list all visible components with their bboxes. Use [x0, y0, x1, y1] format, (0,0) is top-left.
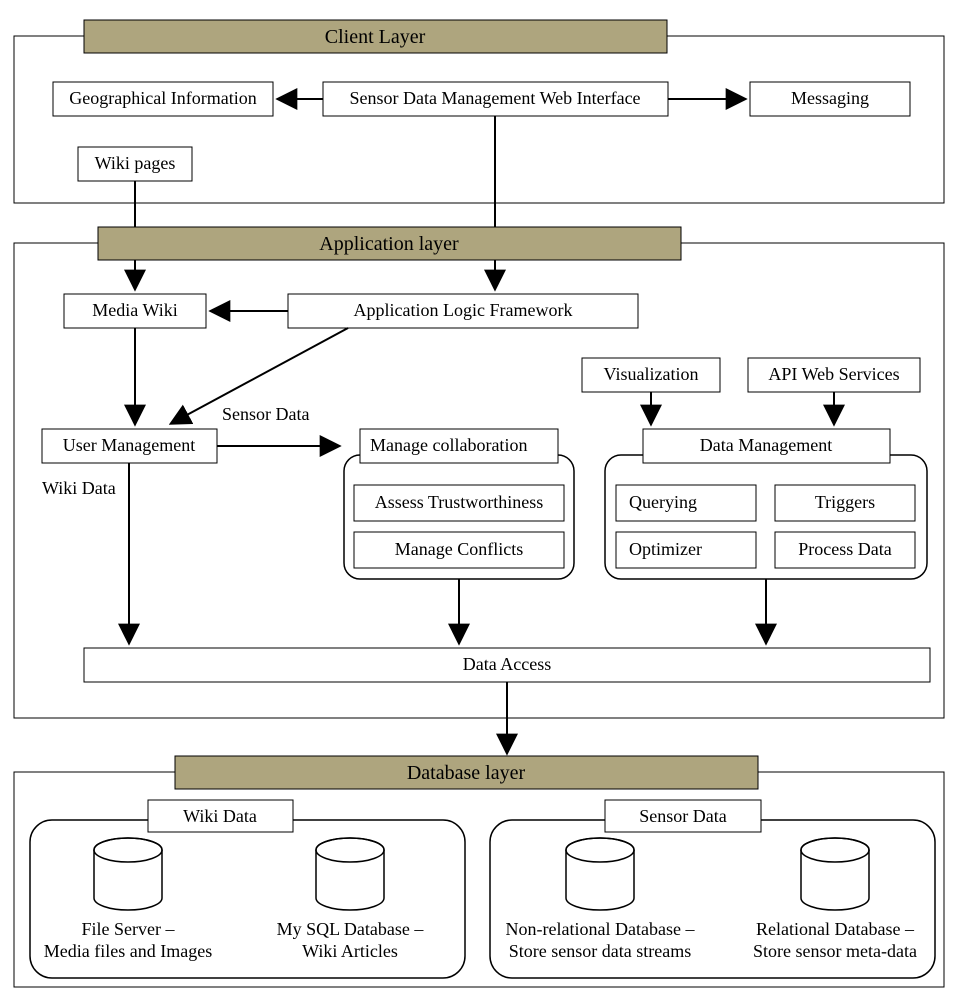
- user-mgmt-node: User Management: [63, 435, 195, 455]
- mysql-l2: Wiki Articles: [302, 941, 398, 961]
- triggers-node: Triggers: [815, 492, 875, 512]
- file-server-l1: File Server –: [82, 919, 176, 939]
- wiki-data-edge-label: Wiki Data: [42, 478, 116, 498]
- application-layer-title: Application layer: [319, 233, 459, 255]
- database-layer-title: Database layer: [407, 762, 526, 784]
- process-data-node: Process Data: [798, 539, 891, 559]
- sensor-web-node: Sensor Data Management Web Interface: [349, 88, 640, 108]
- app-logic-node: Application Logic Framework: [354, 300, 573, 320]
- manage-collab-node: Manage collaboration: [370, 435, 527, 455]
- nonrel-db-icon: [566, 838, 634, 910]
- wiki-data-group-title: Wiki Data: [183, 806, 257, 826]
- client-layer-title: Client Layer: [325, 26, 426, 48]
- api-web-node: API Web Services: [768, 364, 899, 384]
- querying-node: Querying: [629, 492, 697, 512]
- sensor-data-group-title: Sensor Data: [639, 806, 726, 826]
- architecture-diagram: Client Layer Geographical Information Se…: [0, 0, 958, 1000]
- visualization-node: Visualization: [604, 364, 699, 384]
- geo-info-node: Geographical Information: [69, 88, 256, 108]
- file-server-l2: Media files and Images: [44, 941, 212, 961]
- nonrel-l2: Store sensor data streams: [509, 941, 691, 961]
- rel-db-icon: [801, 838, 869, 910]
- data-mgmt-node: Data Management: [700, 435, 832, 455]
- mysql-l1: My SQL Database –: [277, 919, 425, 939]
- file-server-db-icon: [94, 838, 162, 910]
- wiki-pages-node: Wiki pages: [95, 153, 176, 173]
- sensor-data-edge-label: Sensor Data: [222, 404, 309, 424]
- manage-conflicts-node: Manage Conflicts: [395, 539, 523, 559]
- mysql-db-icon: [316, 838, 384, 910]
- assess-trust-node: Assess Trustworthiness: [375, 492, 544, 512]
- optimizer-node: Optimizer: [629, 539, 702, 559]
- nonrel-l1: Non-relational Database –: [506, 919, 696, 939]
- messaging-node: Messaging: [791, 88, 869, 108]
- rel-l2: Store sensor meta-data: [753, 941, 917, 961]
- data-access-node: Data Access: [463, 654, 551, 674]
- media-wiki-node: Media Wiki: [92, 300, 177, 320]
- rel-l1: Relational Database –: [756, 919, 915, 939]
